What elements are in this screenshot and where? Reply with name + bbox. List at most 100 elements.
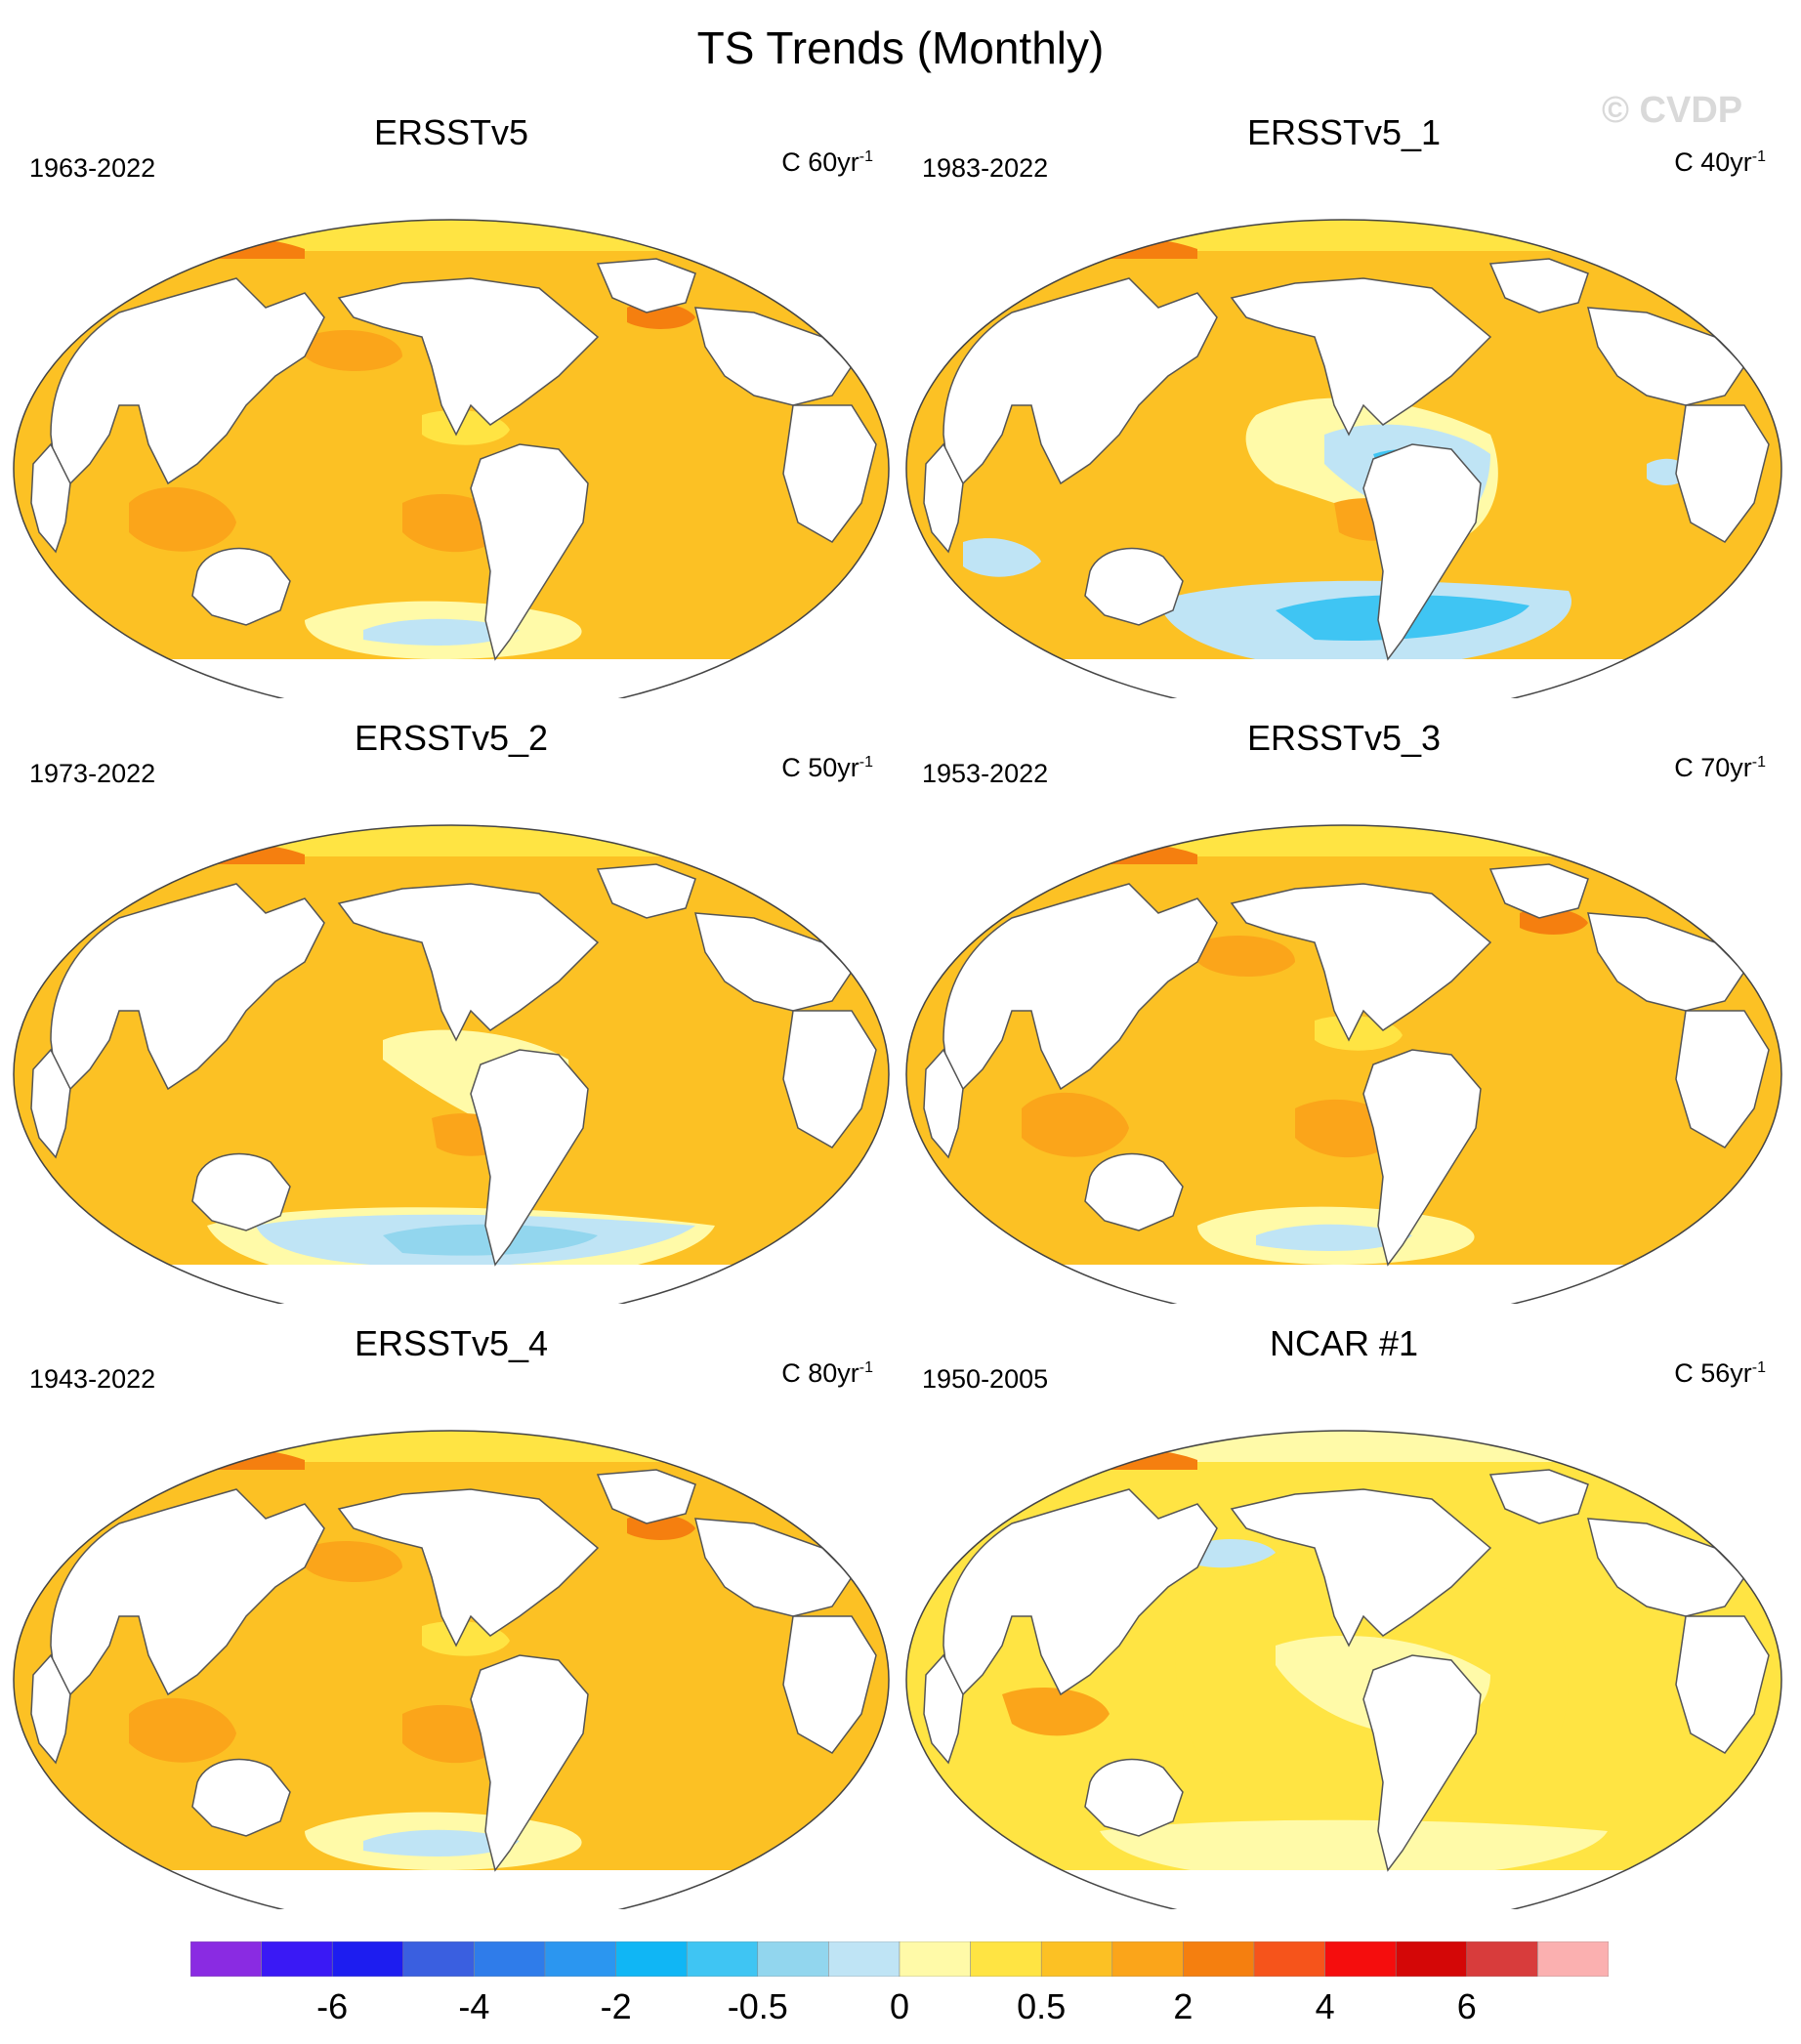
- trend-map-panel: ERSSTv5_4 1943-2022 C 80yr-1: [12, 1323, 891, 1909]
- africa-east-landmass: [1675, 1010, 1770, 1148]
- world-map: [905, 824, 1782, 1304]
- africa-east-landmass: [782, 1615, 877, 1754]
- antarctica-landmass: [14, 1265, 889, 1304]
- trend-contour: [1022, 1092, 1129, 1157]
- australia-landmass: [1084, 1152, 1184, 1231]
- colorbar-tick-label: -4: [458, 1986, 490, 2026]
- africa-east-landmass: [782, 1010, 877, 1148]
- asia-landmass: [50, 1488, 325, 1696]
- north-america-landmass: [337, 883, 600, 1042]
- greenland-landmass: [596, 258, 696, 313]
- south-america-landmass: [470, 1049, 589, 1267]
- greenland-landmass: [596, 863, 696, 919]
- trend-map-panel: ERSSTv5 1963-2022 C 60yr-1: [12, 112, 891, 698]
- greenland-landmass: [1488, 1469, 1589, 1524]
- greenland-landmass: [596, 1469, 696, 1524]
- south-america-landmass: [470, 1654, 589, 1872]
- colorbar-swatch: [899, 1941, 971, 1977]
- trend-contour: [129, 486, 236, 552]
- south-america-landmass: [1362, 1049, 1482, 1267]
- antarctica-landmass: [906, 1870, 1781, 1909]
- map-border: [905, 1430, 1782, 1909]
- map-border: [13, 1430, 890, 1909]
- antarctica-landmass: [906, 1265, 1781, 1304]
- australia-landmass: [1084, 547, 1184, 626]
- australia-landmass: [191, 1152, 291, 1231]
- trend-contour: [363, 618, 520, 646]
- panel-years: 1950-2005: [922, 1364, 1049, 1394]
- antarctica-landmass: [14, 659, 889, 698]
- colorbar-swatch: [544, 1941, 616, 1977]
- panel-years: 1963-2022: [29, 153, 156, 183]
- colorbar-swatch: [1537, 1941, 1609, 1977]
- colorbar-swatch: [970, 1941, 1042, 1977]
- panel-units: C 56yr-1: [1674, 1358, 1766, 1388]
- world-map: [13, 219, 890, 698]
- colorbar-tick-label: 2: [1173, 1986, 1194, 2026]
- colorbar-swatch: [1183, 1941, 1255, 1977]
- world-map: [13, 1430, 890, 1909]
- panel-years: 1943-2022: [29, 1364, 156, 1394]
- north-america-landmass: [337, 1488, 600, 1648]
- south-america-landmass: [470, 443, 589, 661]
- colorbar-tick-label: 6: [1456, 1986, 1477, 2026]
- south-america-landmass: [1362, 1654, 1482, 1872]
- australia-landmass: [191, 547, 291, 626]
- colorbar-tick-label: -0.5: [727, 1986, 788, 2026]
- trend-contour: [1256, 1224, 1412, 1251]
- colorbar-swatch: [474, 1941, 546, 1977]
- arctic-band: [14, 1431, 889, 1462]
- asia-landmass: [942, 883, 1218, 1091]
- trend-contour: [1197, 935, 1295, 977]
- map-border: [905, 824, 1782, 1304]
- world-map: [13, 824, 890, 1304]
- trend-map-panel: ERSSTv5_2 1973-2022 C 50yr-1: [12, 718, 891, 1304]
- europe-landmass: [1587, 912, 1745, 1012]
- trend-contour: [1188, 1538, 1276, 1568]
- colorbar-swatch: [1040, 1941, 1113, 1977]
- trend-map-panel: NCAR #1 1950-2005 C 56yr-1: [904, 1323, 1783, 1909]
- trend-contour: [129, 1697, 236, 1763]
- trend-contour: [363, 1829, 520, 1856]
- colorbar-swatch: [261, 1941, 333, 1977]
- colorbar-swatch: [828, 1941, 900, 1977]
- panel-units: C 40yr-1: [1674, 147, 1766, 177]
- colorbar-swatch: [686, 1941, 759, 1977]
- panel-years: 1953-2022: [922, 759, 1049, 788]
- trend-contour: [305, 329, 402, 371]
- antarctica-landmass: [906, 659, 1781, 698]
- europe-landmass: [1587, 307, 1745, 406]
- colorbar-tick-label: 0: [889, 1986, 910, 2026]
- colorbar-tick-label: 4: [1315, 1986, 1335, 2026]
- arctic-band: [906, 220, 1781, 251]
- panel-units: C 70yr-1: [1674, 753, 1766, 782]
- africa-landmass: [923, 442, 964, 554]
- arctic-band: [906, 825, 1781, 856]
- panel-units: C 50yr-1: [781, 753, 873, 782]
- europe-landmass: [694, 1518, 853, 1617]
- north-america-landmass: [1230, 277, 1492, 437]
- south-america-landmass: [1362, 443, 1482, 661]
- panel-title: ERSSTv5: [373, 112, 529, 152]
- north-america-landmass: [337, 277, 600, 437]
- colorbar-swatch: [331, 1941, 404, 1977]
- asia-landmass: [50, 883, 325, 1091]
- panel-title: ERSSTv5_3: [1246, 718, 1442, 758]
- trend-contour: [1100, 1819, 1608, 1880]
- colorbar-labels: -6 -4 -2 -0.5 0 0.5 2 4 6: [0, 1986, 1801, 2035]
- africa-landmass: [30, 442, 71, 554]
- europe-landmass: [694, 307, 853, 406]
- colorbar-swatch: [190, 1941, 262, 1977]
- asia-landmass: [942, 1488, 1218, 1696]
- trend-map-panel: ERSSTv5_1 1983-2022 C 40yr-1: [904, 112, 1783, 698]
- panel-units: C 80yr-1: [781, 1358, 873, 1388]
- africa-east-landmass: [1675, 1615, 1770, 1754]
- asia-landmass: [50, 277, 325, 485]
- africa-east-landmass: [782, 404, 877, 543]
- colorbar-swatch: [615, 1941, 688, 1977]
- trend-contour: [1002, 1687, 1110, 1736]
- colorbar-swatch: [1253, 1941, 1325, 1977]
- colorbar: [190, 1941, 1609, 1977]
- australia-landmass: [191, 1758, 291, 1837]
- colorbar-swatch: [757, 1941, 829, 1977]
